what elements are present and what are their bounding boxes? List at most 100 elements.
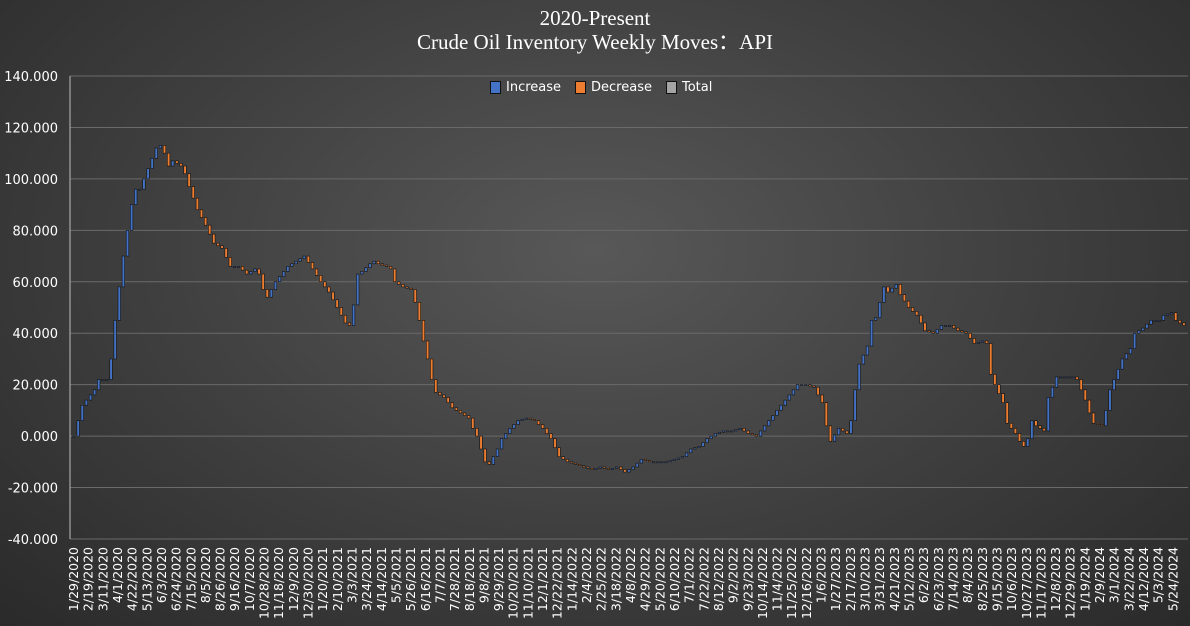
bar-decrease [1005, 402, 1009, 424]
bar-decrease [224, 248, 228, 258]
bar-decrease [401, 284, 405, 288]
bar-decrease [467, 415, 471, 419]
x-tick-label: 4/29/2022 [638, 547, 653, 611]
bar-decrease [541, 424, 545, 429]
x-tick-label: 1/29/2020 [66, 547, 81, 611]
bar-decrease [417, 302, 421, 321]
bar-increase [364, 267, 368, 272]
y-axis: 140.000 120.000 100.000 80.000 60.000 40.000 2… [4, 70, 71, 548]
bar-increase [1141, 327, 1145, 331]
bar-increase [150, 158, 154, 169]
bar-decrease [397, 281, 401, 285]
x-tick-label: 12/16/2022 [799, 547, 814, 619]
bar-increase [779, 404, 783, 411]
bar-increase [516, 420, 520, 425]
bar-increase [372, 260, 376, 265]
x-tick-label: 3/10/2023 [858, 547, 873, 611]
bar-increase [631, 466, 635, 470]
bar-increase [352, 304, 356, 326]
y-tick-label: 120.000 [4, 121, 58, 136]
bar-increase [84, 399, 88, 406]
bar-increase [134, 188, 138, 205]
bar-increase [894, 284, 898, 289]
bar-increase [290, 263, 294, 267]
bar-decrease [927, 330, 931, 333]
bar-increase [278, 276, 282, 283]
bar-increase [1120, 358, 1124, 370]
bar-decrease [565, 458, 569, 463]
bar-increase [97, 379, 101, 391]
x-tick-label: 8/5/2020 [198, 547, 213, 603]
bar-decrease [1001, 393, 1005, 403]
bar-increase [639, 458, 643, 464]
bar-increase [980, 340, 985, 343]
bar-decrease [960, 330, 964, 333]
bar-increase [771, 415, 775, 421]
bar-increase [495, 448, 500, 457]
bar-decrease [450, 402, 454, 409]
bar-decrease [997, 384, 1001, 394]
bar-increase [660, 461, 664, 464]
x-tick-label: 9/8/2021 [476, 547, 491, 603]
bar-increase [730, 430, 734, 433]
x-tick-label: 6/16/2021 [418, 547, 433, 611]
bar-increase [171, 160, 175, 167]
bar-increase [882, 286, 886, 303]
bar-increase [795, 384, 800, 391]
x-tick-label: 1/14/2022 [564, 547, 579, 611]
bar-decrease [339, 307, 343, 316]
x-tick-label: 8/12/2022 [711, 547, 726, 611]
bar-decrease [438, 392, 442, 396]
bar-decrease [824, 402, 828, 427]
x-tick-label: 12/29/2023 [1063, 547, 1078, 619]
x-tick-label: 4/21/2023 [887, 547, 902, 611]
bar-increase [1137, 330, 1141, 334]
x-tick-label: 4/22/2020 [125, 547, 140, 611]
y-tick-label: 80.000 [13, 224, 59, 239]
bar-decrease [471, 417, 475, 429]
x-tick-label: 8/25/2023 [975, 547, 990, 611]
bar-increase [598, 466, 602, 469]
bar-increase [269, 289, 273, 298]
bar-increase [610, 467, 615, 470]
bar-decrease [487, 461, 491, 465]
bar-increase [738, 428, 742, 430]
x-tick-label: 3/11/2020 [95, 547, 110, 611]
bar-increase [360, 271, 364, 275]
bar-decrease [643, 458, 648, 461]
bar-increase [72, 435, 76, 438]
bar-decrease [175, 160, 179, 164]
bar-decrease [561, 456, 565, 460]
bar-increase [1133, 332, 1137, 349]
bar-decrease [569, 461, 574, 464]
bar-increase [117, 286, 121, 321]
chart-subtitle: Crude Oil Inventory Weekly Moves：API [416, 30, 774, 54]
bar-decrease [545, 428, 549, 434]
bar-decrease [964, 331, 968, 334]
y-tick-label: 100.000 [4, 173, 58, 188]
legend-swatch-total [665, 81, 677, 94]
x-tick-label: 6/10/2022 [667, 547, 682, 611]
bar-decrease [1022, 440, 1026, 447]
bar-increase [294, 260, 298, 265]
bar-decrease [754, 434, 759, 437]
legend-label-increase: Increase [506, 80, 562, 95]
bar-increase [767, 420, 771, 427]
x-tick-label: 2/10/2021 [330, 547, 345, 611]
x-tick-label: 7/15/2020 [183, 547, 198, 611]
bar-decrease [228, 257, 232, 267]
bar-decrease [442, 394, 446, 398]
bar-increase [865, 345, 870, 356]
bar-decrease [985, 340, 989, 344]
bar-increase [508, 428, 512, 434]
bar-increase [1104, 410, 1108, 427]
bar-decrease [578, 464, 582, 467]
bar-increase [627, 469, 631, 473]
bar-decrease [376, 260, 380, 265]
x-tick-label: 3/1/2024 [1107, 547, 1122, 603]
legend-item-decrease: Decrease [575, 80, 652, 95]
bars [72, 145, 1186, 473]
bar-decrease [619, 466, 623, 470]
bar-decrease [808, 384, 812, 387]
